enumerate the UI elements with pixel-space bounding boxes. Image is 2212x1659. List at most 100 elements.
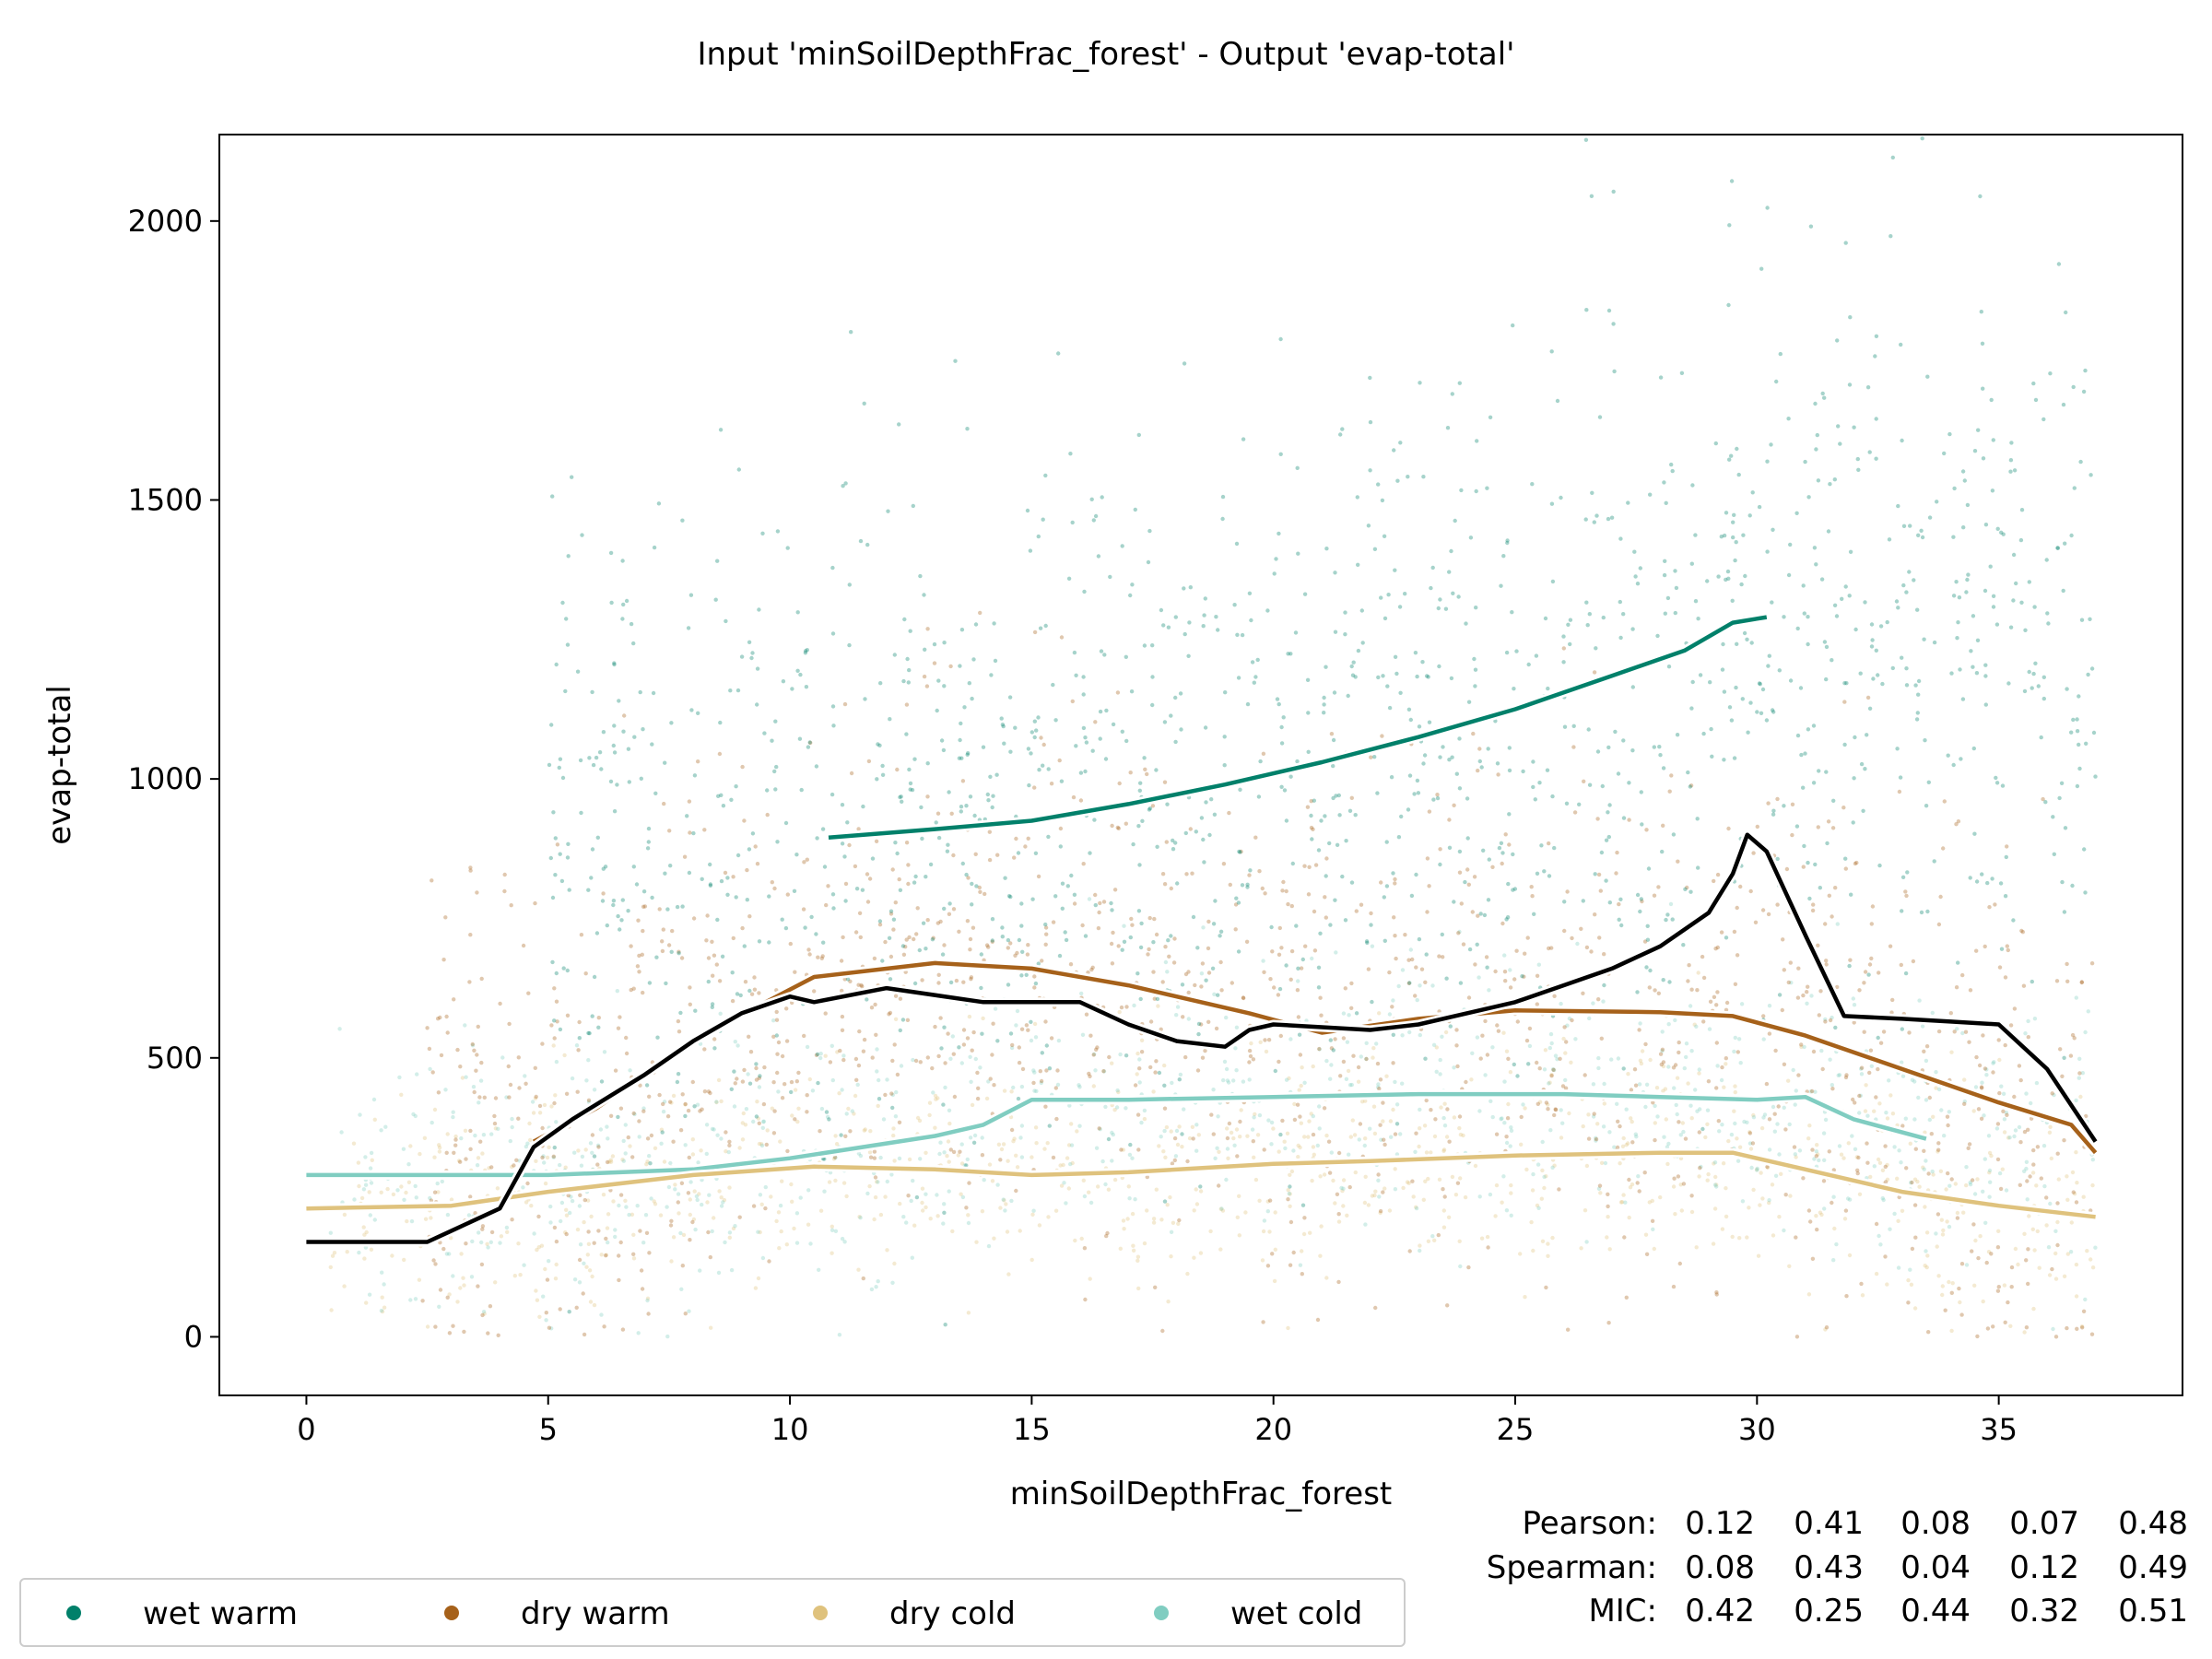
- scatter-point: [1281, 715, 1286, 720]
- scatter-point: [1546, 1241, 1550, 1246]
- scatter-point: [778, 1139, 782, 1144]
- scatter-point: [961, 1028, 967, 1032]
- scatter-point: [1795, 733, 1801, 738]
- scatter-point: [873, 1175, 878, 1180]
- scatter-point: [1180, 1145, 1184, 1149]
- scatter-point: [960, 1194, 966, 1200]
- scatter-point: [830, 1077, 835, 1083]
- scatter-point: [1400, 1081, 1405, 1086]
- scatter-point: [1437, 1177, 1442, 1182]
- scatter-point: [1765, 206, 1770, 210]
- scatter-point: [1392, 915, 1396, 920]
- scatter-point: [818, 1129, 822, 1134]
- scatter-point: [1816, 478, 1821, 483]
- scatter-point: [1374, 1041, 1379, 1046]
- scatter-point: [651, 690, 656, 696]
- scatter-point: [1138, 945, 1144, 950]
- scatter-point: [1640, 1049, 1645, 1053]
- scatter-point: [1323, 895, 1327, 900]
- scatter-point: [1087, 1190, 1091, 1194]
- scatter-point: [2039, 735, 2043, 740]
- scatter-point: [566, 1193, 571, 1198]
- scatter-point: [690, 1137, 695, 1142]
- scatter-point: [847, 642, 852, 648]
- scatter-point: [683, 1113, 688, 1119]
- scatter-point: [590, 847, 595, 852]
- scatter-point: [1857, 1111, 1862, 1115]
- scatter-point: [840, 1014, 845, 1019]
- scatter-point: [1663, 1087, 1668, 1091]
- scatter-point: [1814, 447, 1818, 452]
- scatter-point: [1667, 980, 1672, 984]
- scatter-point: [1624, 1107, 1629, 1112]
- scatter-point: [2077, 1076, 2081, 1080]
- scatter-point: [793, 1088, 798, 1092]
- scatter-point: [1722, 533, 1727, 538]
- scatter-point: [1837, 1144, 1842, 1148]
- scatter-point: [1253, 835, 1258, 840]
- scatter-point: [1761, 1014, 1766, 1018]
- scatter-point: [1780, 1007, 1785, 1013]
- scatter-point: [1277, 1149, 1281, 1154]
- scatter-point: [1737, 1145, 1743, 1149]
- scatter-point: [796, 1106, 801, 1112]
- scatter-point: [1979, 310, 1983, 314]
- scatter-point: [1565, 1023, 1570, 1028]
- scatter-point: [2071, 1190, 2076, 1194]
- scatter-point: [1393, 881, 1397, 886]
- scatter-point: [1328, 1038, 1334, 1042]
- stat-value: 0.48: [2118, 1505, 2188, 1542]
- scatter-point: [1677, 1120, 1681, 1124]
- scatter-point: [408, 1298, 413, 1302]
- scatter-point: [1677, 1261, 1683, 1266]
- scatter-point: [877, 1097, 882, 1101]
- scatter-point: [964, 872, 969, 877]
- scatter-point: [1336, 793, 1342, 798]
- scatter-point: [1159, 1027, 1163, 1032]
- scatter-point: [1160, 872, 1166, 877]
- scatter-point: [1971, 614, 1976, 618]
- scatter-point: [641, 904, 646, 909]
- scatter-point: [1368, 375, 1372, 381]
- scatter-point: [1474, 606, 1478, 610]
- scatter-point: [1720, 667, 1725, 672]
- scatter-point: [2036, 684, 2041, 688]
- scatter-point: [617, 699, 621, 703]
- scatter-point: [1549, 1074, 1554, 1078]
- scatter-point: [620, 1327, 626, 1332]
- scatter-point: [1566, 622, 1571, 627]
- scatter-point: [1639, 1061, 1644, 1066]
- scatter-point: [1016, 851, 1021, 855]
- scatter-point: [890, 867, 895, 872]
- scatter-point: [549, 1023, 554, 1028]
- scatter-point: [1059, 779, 1065, 783]
- scatter-point: [1778, 351, 1783, 357]
- scatter-point: [1675, 733, 1680, 737]
- scatter-point: [973, 622, 979, 627]
- scatter-point: [872, 1156, 877, 1160]
- scatter-point: [831, 724, 836, 728]
- scatter-point: [727, 1235, 732, 1241]
- scatter-point: [1526, 1062, 1531, 1066]
- scatter-point: [592, 1302, 597, 1308]
- scatter-point: [1993, 902, 1997, 907]
- scatter-point: [1903, 971, 1909, 976]
- scatter-point: [728, 688, 733, 693]
- scatter-point: [1769, 442, 1773, 447]
- scatter-point: [1094, 1047, 1099, 1053]
- scatter-point: [890, 1092, 895, 1098]
- scatter-point: [1570, 1018, 1574, 1023]
- scatter-point: [1705, 1178, 1710, 1182]
- scatter-point: [1883, 1180, 1888, 1184]
- scatter-point: [462, 1329, 466, 1335]
- scatter-point: [1747, 1131, 1753, 1135]
- scatter-point: [962, 1163, 968, 1168]
- scatter-point: [615, 782, 619, 787]
- scatter-point: [1328, 1077, 1333, 1081]
- scatter-point: [662, 1100, 667, 1104]
- scatter-point: [1997, 1057, 2002, 1063]
- scatter-point: [1633, 574, 1638, 579]
- scatter-point: [1721, 641, 1725, 647]
- scatter-point: [831, 906, 836, 911]
- scatter-point: [500, 1055, 505, 1060]
